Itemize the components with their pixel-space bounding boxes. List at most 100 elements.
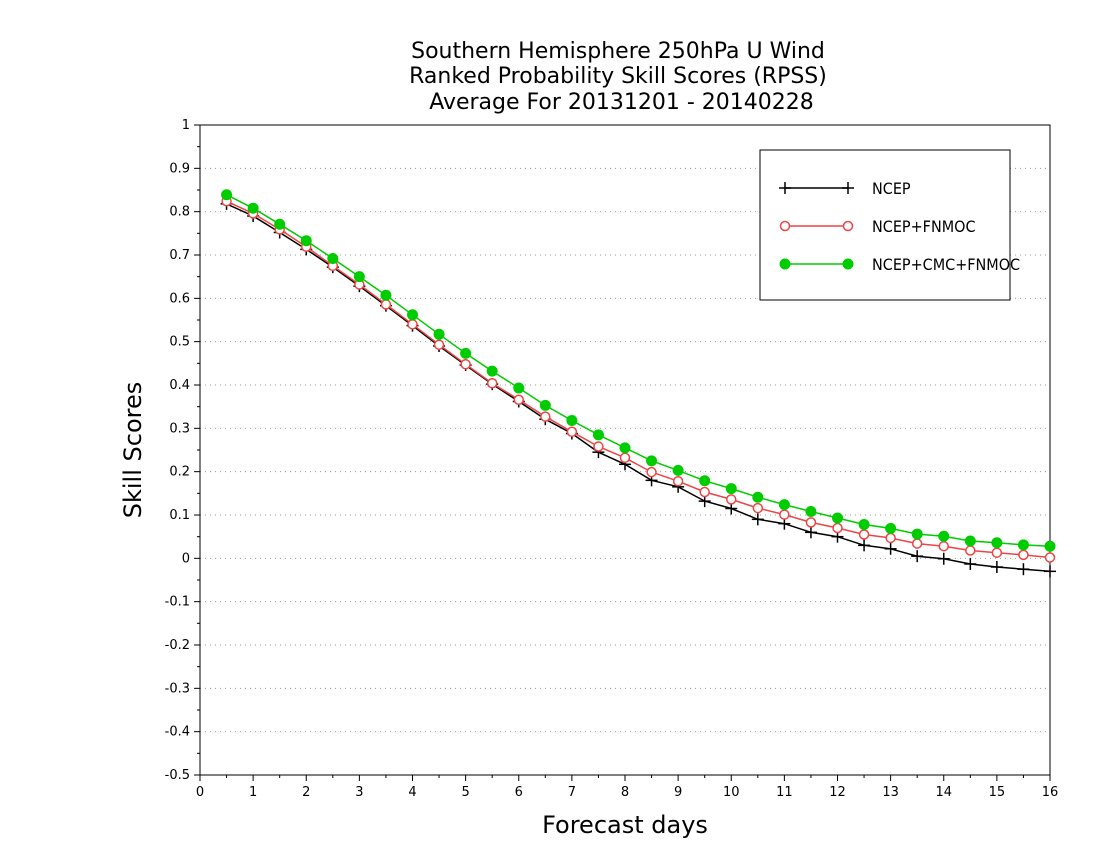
data-point xyxy=(486,365,498,377)
x-axis-title: Forecast days xyxy=(542,811,708,839)
data-point xyxy=(911,528,923,540)
data-point xyxy=(779,509,790,520)
legend-item: NCEP+CMC+FNMOC xyxy=(779,255,1020,274)
data-point xyxy=(699,475,711,487)
data-point xyxy=(725,483,737,495)
data-point xyxy=(1044,552,1056,563)
data-point xyxy=(699,486,710,498)
data-point xyxy=(593,441,604,452)
series-ncep-cmc-fnmoc xyxy=(221,189,1056,552)
data-point xyxy=(646,455,658,467)
chart-title-line-3: Average For 20131201 - 20140228 xyxy=(422,90,814,115)
data-point xyxy=(964,557,977,570)
data-point xyxy=(672,475,684,487)
data-point xyxy=(1017,563,1030,576)
x-tick-label: 3 xyxy=(355,785,363,800)
data-point xyxy=(353,271,365,283)
legend-marker xyxy=(779,182,791,194)
data-point xyxy=(513,394,524,405)
data-point xyxy=(832,512,843,524)
x-axis: 0 1 2 3 4 5 6 7 8 9 10 11 12 13 14 15 16 xyxy=(196,775,1058,800)
x-tick-label: 1 xyxy=(249,785,257,800)
data-point xyxy=(513,382,525,394)
chart-title-line-2: Ranked Probability Skill Scores (RPSS) xyxy=(409,64,827,89)
data-point xyxy=(619,452,631,464)
legend-item: NCEP+FNMOC xyxy=(779,217,976,236)
y-tick-label: 0.2 xyxy=(169,465,190,480)
legend-marker xyxy=(779,220,791,232)
x-tick-label: 12 xyxy=(829,785,846,800)
data-point xyxy=(832,522,843,534)
data-point xyxy=(1044,540,1056,552)
data-point xyxy=(274,218,286,230)
x-tick-label: 13 xyxy=(882,785,899,800)
y-tick-label: -0.2 xyxy=(165,638,190,653)
y-tick-label: 0.1 xyxy=(169,508,190,523)
data-point xyxy=(751,513,764,526)
data-point xyxy=(407,309,418,321)
x-tick-label: 4 xyxy=(408,785,416,800)
y-tick-label: 0.3 xyxy=(169,421,190,436)
grid xyxy=(200,167,1050,733)
y-tick-label: 0 xyxy=(182,551,190,566)
legend-marker xyxy=(842,258,854,270)
x-tick-label: 15 xyxy=(989,785,1006,800)
legend-item: NCEP xyxy=(779,179,911,198)
y-tick-label: 0.8 xyxy=(169,205,190,220)
y-tick-label: -0.3 xyxy=(165,681,190,696)
data-point xyxy=(885,532,896,544)
data-point xyxy=(619,442,631,454)
data-point xyxy=(433,339,445,350)
data-point xyxy=(964,535,976,547)
x-tick-label: 10 xyxy=(723,785,740,800)
legend: NCEP NCEP+FNMOC NCEP+CMC+FNMOC xyxy=(759,149,1020,301)
y-tick-label: 0.4 xyxy=(169,378,190,393)
y-tick-label: 0.5 xyxy=(169,335,190,350)
y-tick-label: -0.1 xyxy=(165,595,190,610)
x-tick-label: 0 xyxy=(196,785,204,800)
data-point xyxy=(965,545,976,556)
data-point xyxy=(991,547,1003,558)
data-point xyxy=(858,519,870,531)
data-point xyxy=(380,299,392,310)
x-tick-label: 11 xyxy=(776,785,793,800)
data-point xyxy=(646,466,657,478)
legend-label: NCEP xyxy=(872,179,911,198)
data-point xyxy=(804,526,817,539)
data-point xyxy=(486,378,498,389)
data-point xyxy=(1017,539,1029,551)
data-point xyxy=(407,319,418,330)
y-tick-label: 1 xyxy=(182,118,190,133)
chart-title: Southern Hemisphere 250hPa U Wind Ranked… xyxy=(409,39,827,115)
data-point xyxy=(221,189,233,201)
data-point xyxy=(539,399,551,411)
x-tick-label: 8 xyxy=(621,785,629,800)
legend-marker xyxy=(779,258,791,270)
y-tick-label: 0.6 xyxy=(169,291,190,306)
data-point xyxy=(672,464,684,476)
data-point xyxy=(805,506,817,518)
data-point xyxy=(327,252,339,264)
data-point xyxy=(911,538,923,549)
chart-title-line-1: Southern Hemisphere 250hPa U Wind xyxy=(411,39,825,64)
y-tick-label: -0.4 xyxy=(165,725,190,740)
data-point xyxy=(247,202,259,214)
x-tick-label: 7 xyxy=(568,785,576,800)
legend-box xyxy=(759,149,1011,301)
y-tick-label: 0.7 xyxy=(169,248,190,263)
data-point xyxy=(1018,549,1029,561)
data-point xyxy=(938,540,949,552)
data-point xyxy=(805,517,817,528)
series-line xyxy=(226,203,1051,573)
data-point xyxy=(911,550,924,563)
data-point xyxy=(592,429,604,441)
x-tick-label: 5 xyxy=(461,785,469,800)
data-point xyxy=(752,502,764,514)
x-tick-label: 9 xyxy=(674,785,682,800)
x-tick-label: 14 xyxy=(935,785,952,800)
data-point xyxy=(566,415,578,427)
series-group xyxy=(220,189,1056,578)
data-point xyxy=(990,561,1003,573)
data-point xyxy=(752,491,764,503)
